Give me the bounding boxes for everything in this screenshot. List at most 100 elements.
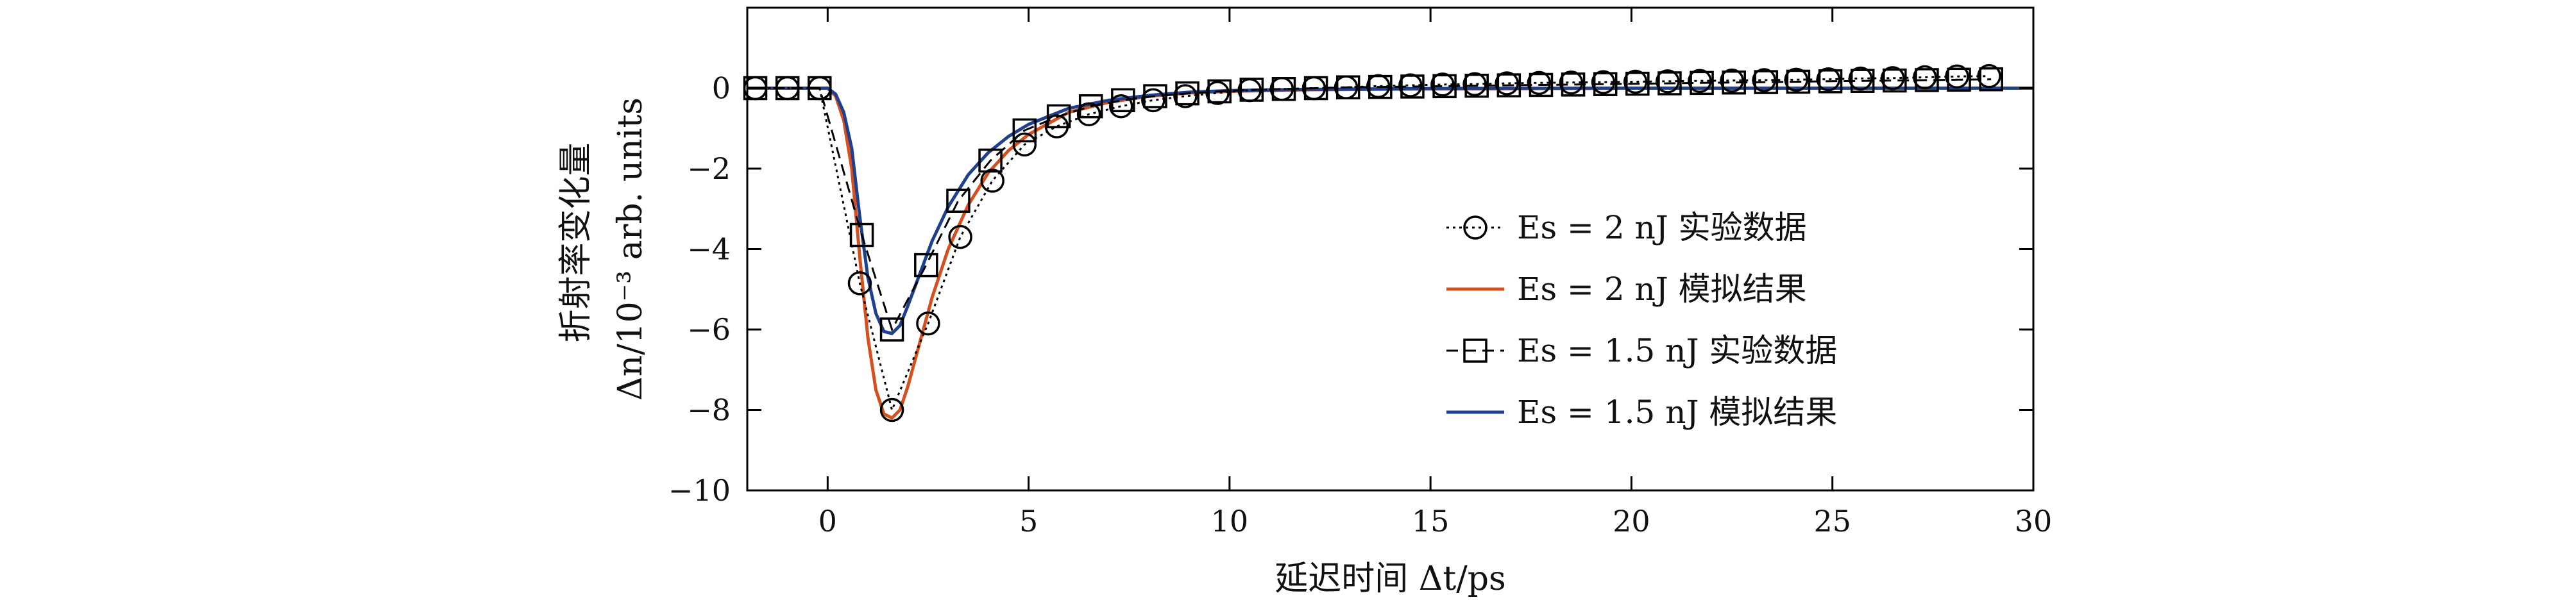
series-2-point bbox=[1496, 73, 1521, 97]
series-0-point bbox=[1462, 72, 1487, 96]
series-2-point bbox=[1593, 72, 1618, 96]
series-1-line bbox=[747, 87, 2033, 420]
legend-marker-2 bbox=[1463, 338, 1487, 363]
y-axis-title-line1: 折射率变化量 bbox=[557, 142, 595, 342]
series-2-point bbox=[1561, 72, 1586, 97]
series-2-point bbox=[849, 222, 874, 247]
series-0-point bbox=[1880, 66, 1905, 90]
series-2-point bbox=[1143, 84, 1167, 108]
series-2-point bbox=[1786, 69, 1811, 94]
series-2-point bbox=[1754, 70, 1779, 94]
y-tick-label: −2 bbox=[687, 151, 731, 186]
series-2-point bbox=[1271, 77, 1296, 101]
series-2-point bbox=[1012, 118, 1037, 143]
series-2-point bbox=[1335, 75, 1360, 99]
series-0-point bbox=[1430, 72, 1455, 97]
y-tick-label: −4 bbox=[687, 232, 731, 267]
series-2-point bbox=[743, 76, 768, 101]
series-2-point bbox=[1979, 67, 2003, 92]
series-2-connector bbox=[755, 78, 1992, 332]
x-tick-label: 30 bbox=[2015, 504, 2053, 538]
legend-item-2: Es = 1.5 nJ 实验数据 bbox=[1446, 332, 1837, 369]
chart-series-layer bbox=[743, 63, 2033, 422]
series-0-point bbox=[1173, 84, 1198, 108]
legend-symbol-2 bbox=[1446, 338, 1504, 363]
legend-label-1: Es = 2 nJ 模拟结果 bbox=[1517, 271, 1807, 308]
legend-label-3: Es = 1.5 nJ 模拟结果 bbox=[1517, 394, 1837, 431]
legend-item-0: Es = 2 nJ 实验数据 bbox=[1446, 209, 1807, 246]
series-2-point bbox=[1432, 74, 1457, 99]
series-0-point bbox=[1784, 67, 1809, 92]
series-2-point bbox=[775, 76, 800, 101]
series-2-point bbox=[1818, 69, 1843, 94]
y-axis-title-line2: Δn/10⁻³ arb. units bbox=[611, 97, 650, 401]
series-2-point bbox=[946, 188, 970, 213]
series-2-point bbox=[1850, 69, 1875, 93]
series-2-point bbox=[1239, 78, 1264, 102]
series-2-point bbox=[1947, 67, 1971, 92]
series-2-point bbox=[978, 148, 1003, 173]
series-2-point bbox=[1883, 68, 1907, 93]
legend-item-1: Es = 2 nJ 模拟结果 bbox=[1446, 271, 1807, 308]
series-2-point bbox=[1915, 68, 1939, 92]
series-0-point bbox=[1623, 69, 1648, 94]
series-0-point bbox=[916, 311, 940, 336]
series-0-point bbox=[1945, 64, 1969, 89]
legend-symbol-0 bbox=[1446, 215, 1504, 240]
series-0-point bbox=[1141, 88, 1165, 113]
series-2-point bbox=[1690, 71, 1714, 96]
series-2-point bbox=[1657, 71, 1682, 96]
series-0-point bbox=[948, 224, 972, 249]
series-3-line bbox=[747, 87, 2033, 335]
series-2-point bbox=[1046, 104, 1071, 129]
series-0-point bbox=[1108, 94, 1133, 119]
series-0-point bbox=[1527, 71, 1552, 96]
series-0-point bbox=[1398, 73, 1423, 97]
series-0-point bbox=[1848, 66, 1873, 91]
y-tick-label: −8 bbox=[687, 393, 731, 428]
series-2-point bbox=[1722, 70, 1746, 95]
series-0-point bbox=[1913, 65, 1937, 90]
series-0-point bbox=[1495, 71, 1519, 96]
series-2-point bbox=[808, 76, 832, 101]
series-0-point bbox=[1752, 68, 1776, 92]
y-tick-label: −6 bbox=[687, 312, 731, 347]
series-2-point bbox=[1400, 74, 1425, 99]
x-tick-label: 15 bbox=[1412, 504, 1450, 538]
x-tick-label: 5 bbox=[1019, 504, 1038, 538]
series-0-point bbox=[1720, 68, 1744, 93]
series-0-point bbox=[1977, 63, 2001, 88]
series-2-point bbox=[1078, 94, 1103, 119]
series-0-point bbox=[879, 397, 904, 422]
series-0-point bbox=[1816, 67, 1841, 92]
series-2-point bbox=[1529, 72, 1554, 97]
x-axis-title: 延迟时间 Δt/ps bbox=[1275, 560, 1505, 598]
legend-marker-0 bbox=[1463, 215, 1487, 240]
series-2-point bbox=[1625, 71, 1650, 96]
series-2-point bbox=[1464, 73, 1489, 98]
x-tick-label: 10 bbox=[1211, 504, 1249, 538]
y-tick-label: 0 bbox=[712, 71, 731, 106]
axis-ticks-layer: 0 5 10 15 20 25 30 0 −2 −4 −6 −8 −10 bbox=[668, 8, 2052, 538]
series-0-point bbox=[980, 169, 1004, 193]
series-2-point bbox=[1111, 88, 1135, 113]
legend-label-0: Es = 2 nJ 实验数据 bbox=[1517, 209, 1807, 246]
series-0-point bbox=[1688, 69, 1712, 93]
series-0-point bbox=[1591, 70, 1616, 94]
legend: Es = 2 nJ 实验数据 Es = 2 nJ 模拟结果 Es = 1.5 n… bbox=[1446, 209, 1837, 431]
series-2-point bbox=[1303, 76, 1328, 101]
x-tick-label: 25 bbox=[1813, 504, 1851, 538]
y-tick-label: −10 bbox=[668, 473, 731, 508]
series-0-point bbox=[1656, 69, 1680, 94]
legend-label-2: Es = 1.5 nJ 实验数据 bbox=[1517, 332, 1837, 369]
x-tick-label: 20 bbox=[1613, 504, 1650, 538]
series-2-point bbox=[1175, 81, 1199, 106]
series-0-point bbox=[1076, 102, 1101, 127]
series-2-point bbox=[914, 253, 938, 278]
x-tick-label: 0 bbox=[818, 504, 837, 538]
series-0-point bbox=[1559, 70, 1584, 95]
series-2-point bbox=[879, 317, 904, 342]
series-2-point bbox=[1207, 79, 1232, 104]
legend-item-3: Es = 1.5 nJ 模拟结果 bbox=[1446, 394, 1837, 431]
